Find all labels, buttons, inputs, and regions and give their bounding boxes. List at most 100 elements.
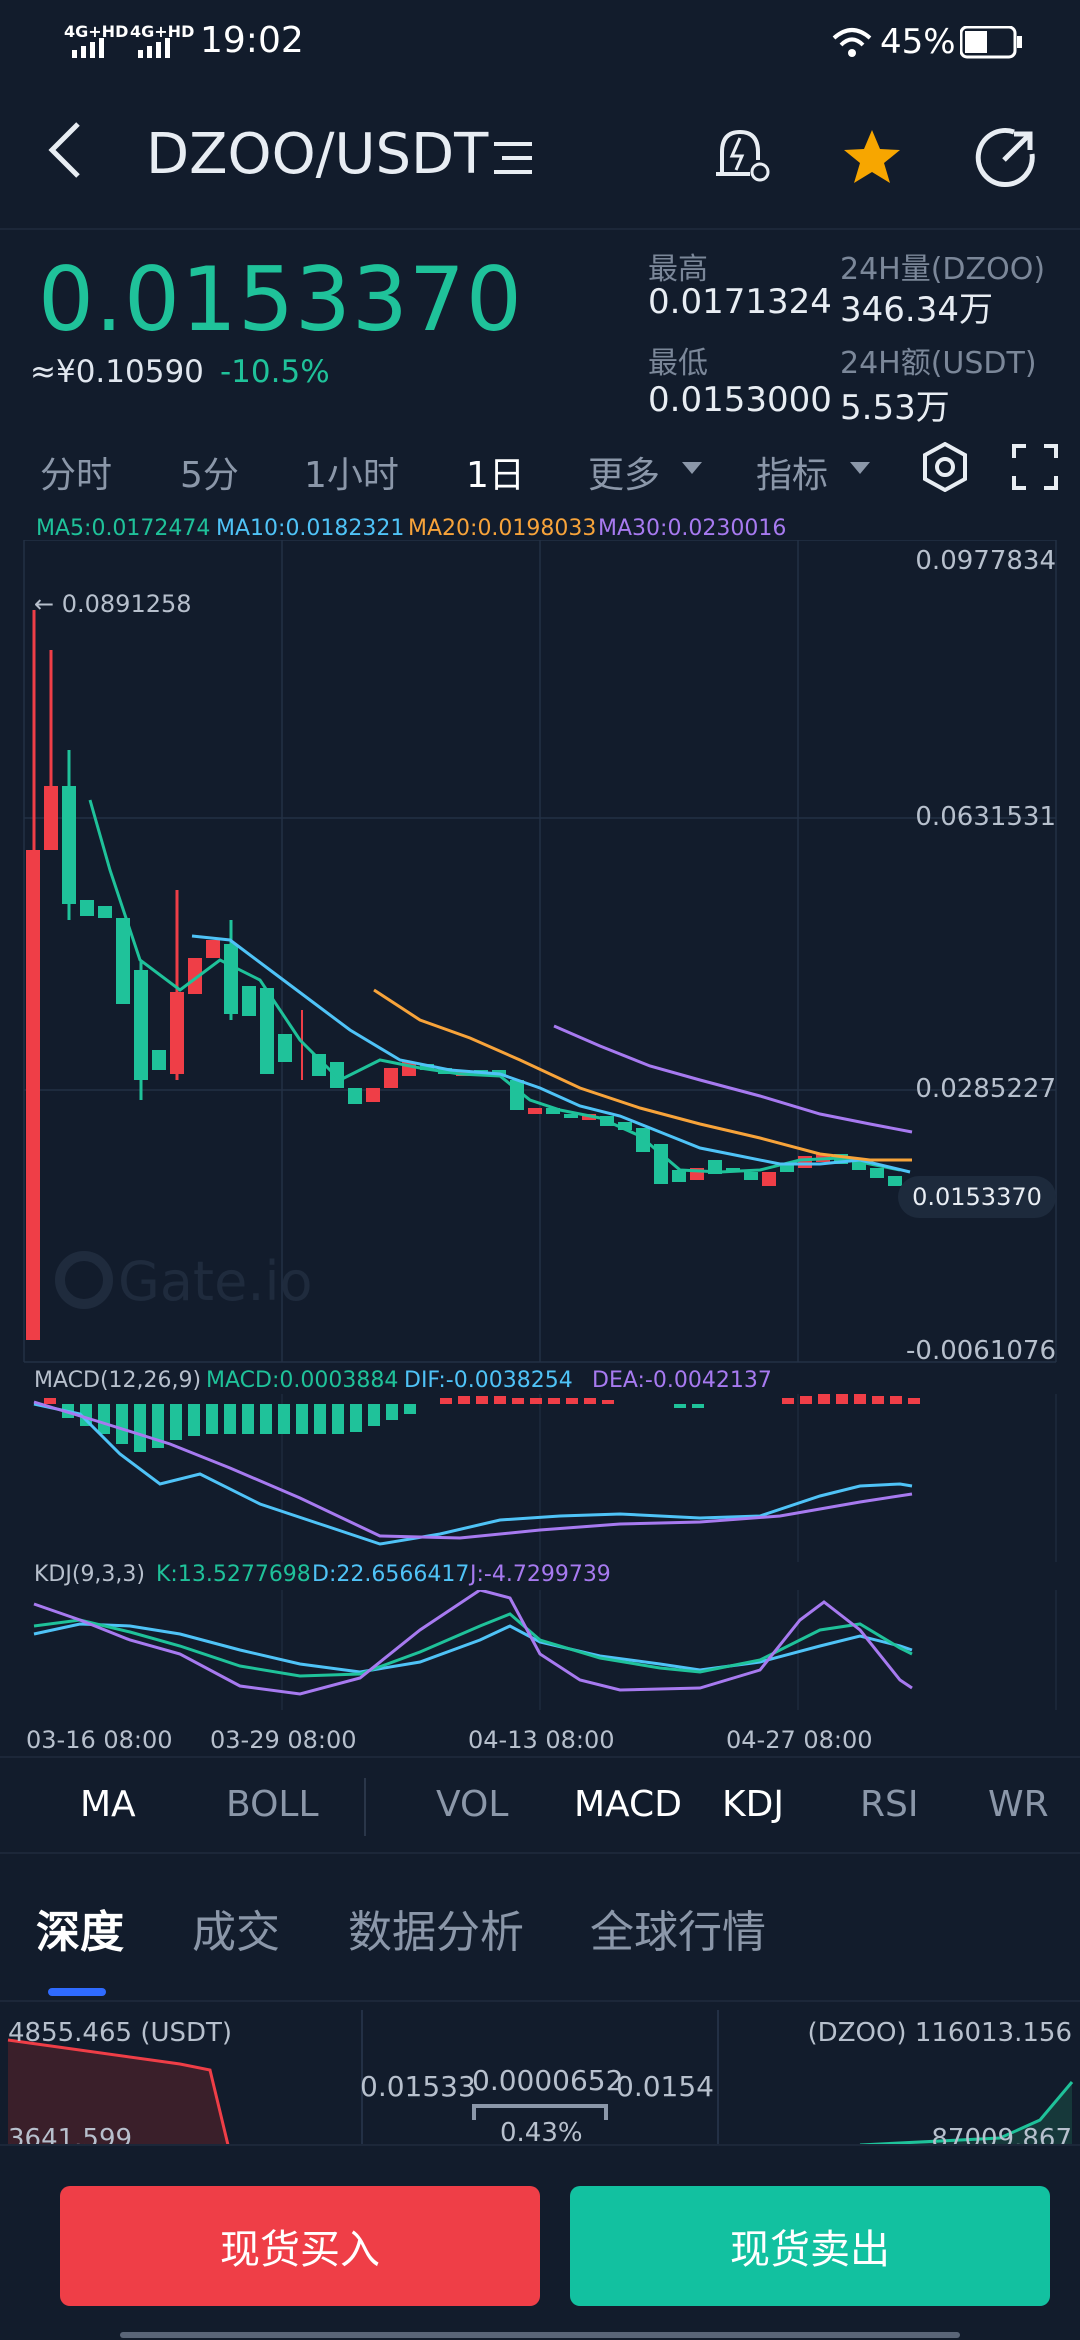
clock: 19:02	[200, 20, 304, 61]
tab-analysis[interactable]: 数据分析	[348, 1907, 524, 1958]
pair-menu-icon[interactable]	[494, 140, 534, 176]
tab-1day[interactable]: 1日	[466, 455, 525, 496]
depth-ask-total: (DZOO) 116013.156	[807, 2018, 1072, 2048]
home-indicator	[120, 2332, 960, 2338]
candle	[618, 1122, 632, 1130]
candle	[870, 1168, 884, 1178]
max-price-marker: ← 0.0891258	[34, 590, 192, 618]
indicator-kdj[interactable]: KDJ	[722, 1784, 784, 1825]
date-label-3: 04-13 08:00	[468, 1726, 615, 1754]
candle	[278, 1034, 292, 1062]
macd-chart	[33, 1394, 1057, 1562]
depth-chart	[7, 2010, 1074, 2145]
watermark: Gate.io	[55, 1250, 313, 1313]
axis-label-3: 0.0285227	[915, 1074, 1056, 1104]
tab-depth[interactable]: 深度	[36, 1907, 124, 1958]
tab-timeline[interactable]: 分时	[40, 455, 113, 496]
price-alert-icon[interactable]	[710, 124, 774, 188]
candle	[98, 906, 112, 918]
caret-down-icon-2	[850, 462, 870, 474]
share-icon[interactable]	[974, 126, 1038, 190]
high-label: 最高	[648, 252, 708, 287]
depth-bid-price: 0.01533	[360, 2070, 476, 2103]
date-label-2: 03-29 08:00	[210, 1726, 357, 1754]
candle	[762, 1172, 776, 1186]
ma30-line	[553, 1024, 913, 1134]
indicator-rsi[interactable]: RSI	[860, 1784, 919, 1825]
section-divider	[0, 2000, 1080, 2002]
kline-chart[interactable]: Gate.io	[0, 540, 1080, 1370]
chart-settings-icon[interactable]	[920, 442, 970, 492]
ma5-line	[88, 799, 901, 1174]
volume-value: 346.34万	[840, 290, 993, 330]
battery-icon	[960, 26, 1022, 59]
signal-icon-2	[138, 38, 170, 58]
chevron-left-icon[interactable]	[44, 120, 88, 180]
indicator-vol[interactable]: VOL	[436, 1784, 509, 1825]
tab-1hour[interactable]: 1小时	[304, 455, 399, 496]
candle	[26, 850, 40, 1340]
high-value: 0.0171324	[648, 282, 832, 322]
tab-5min[interactable]: 5分	[180, 455, 239, 496]
indicator-wr[interactable]: WR	[988, 1784, 1049, 1825]
price-change: -10.5%	[220, 354, 330, 390]
ma30-legend: MA30:0.0230016	[598, 516, 787, 541]
battery-percent: 45%	[880, 22, 956, 62]
candle	[744, 1172, 758, 1180]
ma10-legend: MA10:0.0182321	[216, 516, 405, 541]
candles	[26, 610, 902, 1340]
ma10-line	[191, 934, 911, 1174]
network-indicator-2: 4G+HD	[130, 22, 195, 41]
candle	[546, 1108, 560, 1114]
cny-price: ≈¥0.10590	[30, 354, 204, 390]
wifi-icon	[832, 28, 872, 57]
dea-value: DEA:-0.0042137	[592, 1368, 772, 1393]
watermark-text: Gate.io	[118, 1250, 313, 1313]
date-label-4: 04-27 08:00	[726, 1726, 873, 1754]
candle	[564, 1114, 578, 1118]
candle	[116, 918, 130, 1004]
kdj-j-value: J:-4.7299739	[470, 1562, 611, 1587]
candle	[206, 940, 220, 958]
kdj-k-value: K:13.5277698	[156, 1562, 311, 1587]
spot-sell-button[interactable]: 现货卖出	[570, 2186, 1050, 2306]
ma20-legend: MA20:0.0198033	[408, 516, 597, 541]
macd-title: MACD(12,26,9)	[34, 1368, 202, 1393]
star-icon[interactable]	[842, 128, 902, 186]
candle	[80, 900, 94, 916]
pair-title[interactable]: DZOO/USDT	[146, 122, 489, 187]
network-indicator-1: 4G+HD	[64, 22, 129, 41]
fullscreen-icon[interactable]	[1012, 444, 1058, 490]
status-bar: 4G+HD 4G+HD 19:02 45%	[0, 0, 1080, 84]
amount-value: 5.53万	[840, 388, 950, 428]
axis-label-2: 0.0631531	[915, 802, 1056, 832]
candle	[888, 1176, 902, 1186]
indicator-macd[interactable]: MACD	[574, 1784, 682, 1825]
volume-label: 24H量(DZOO)	[840, 252, 1046, 287]
tab-indicators[interactable]: 指标	[756, 455, 829, 496]
kdj-title: KDJ(9,3,3)	[34, 1562, 145, 1587]
candle	[780, 1164, 794, 1172]
macd-value: MACD:0.0003884	[206, 1368, 399, 1393]
action-bar: 现货买入 现货卖出	[0, 2144, 1080, 2340]
candle	[366, 1088, 380, 1102]
tab-trades[interactable]: 成交	[192, 1907, 280, 1958]
candle	[348, 1088, 362, 1104]
date-label-1: 03-16 08:00	[26, 1726, 173, 1754]
indicator-boll[interactable]: BOLL	[226, 1784, 319, 1825]
depth-bid-mid: 3641.599	[8, 2124, 133, 2144]
low-label: 最低	[648, 346, 708, 381]
candle	[312, 1054, 326, 1076]
indicator-ma[interactable]: MA	[80, 1784, 136, 1825]
depth-ask-price: 0.0154	[616, 2070, 714, 2103]
candle	[852, 1160, 866, 1170]
signal-icon	[72, 38, 104, 58]
candle	[260, 988, 274, 1074]
depth-ask-mid: 87009.867	[931, 2124, 1072, 2144]
candle	[798, 1156, 812, 1168]
ma20-line	[373, 988, 912, 1162]
spot-buy-button[interactable]: 现货买入	[60, 2186, 540, 2306]
last-price: 0.0153370	[38, 248, 523, 351]
tab-global-market[interactable]: 全球行情	[590, 1907, 766, 1958]
tab-more[interactable]: 更多	[588, 455, 661, 496]
